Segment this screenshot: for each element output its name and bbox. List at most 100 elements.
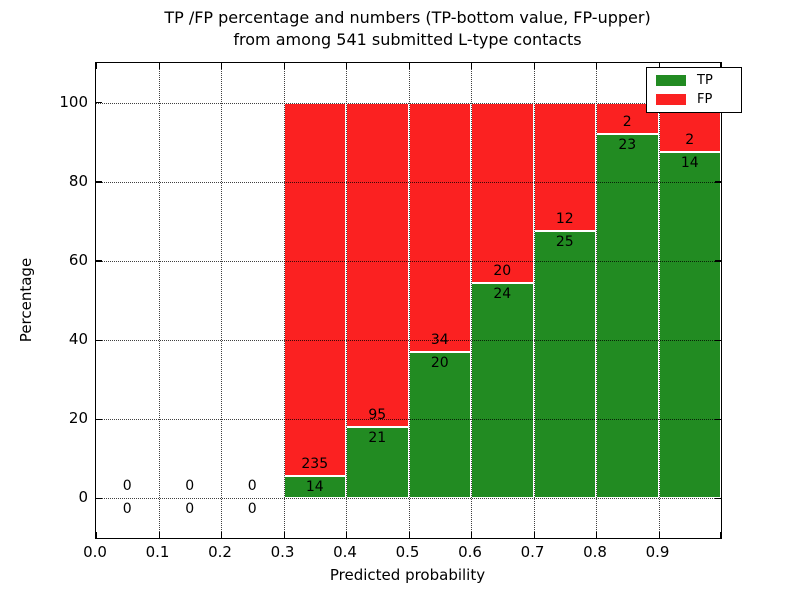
grid-line-x <box>158 63 160 538</box>
x-tick-mark-bottom <box>533 532 535 538</box>
bar-count-label-fp: 0 <box>247 478 257 495</box>
x-tick-label: 0.9 <box>645 543 670 561</box>
y-tick-mark-left <box>96 102 102 104</box>
x-tick-mark-bottom <box>283 532 285 538</box>
x-axis-label: Predicted probability <box>329 566 486 584</box>
bar-count-label-fp: 12 <box>555 210 574 227</box>
y-tick-mark-right <box>715 260 721 262</box>
y-tick-label: 40 <box>68 330 88 349</box>
legend: TP FP <box>646 67 742 113</box>
bar-segment-tp <box>471 282 534 499</box>
grid-line-x <box>221 63 222 538</box>
y-tick-mark-right <box>715 497 721 500</box>
x-tick-mark-bottom <box>408 532 410 538</box>
y-tick-label: 20 <box>68 409 88 428</box>
y-tick-mark-right <box>715 418 721 421</box>
x-tick-label: 0.3 <box>270 543 295 561</box>
bar-count-label-tp: 20 <box>430 354 449 371</box>
bar-count-label-fp: 2 <box>685 132 695 149</box>
bar-count-label-fp: 34 <box>430 331 449 348</box>
x-tick-mark-top <box>658 63 660 69</box>
bar-segment-fp <box>471 102 534 283</box>
y-tick-label: 100 <box>59 92 88 111</box>
x-tick-mark-top <box>96 63 98 69</box>
y-tick-mark-left <box>96 418 102 421</box>
bar-count-label-tp: 25 <box>555 233 574 250</box>
bar-segment-fp <box>533 102 596 231</box>
x-tick-label: 0.2 <box>208 543 232 561</box>
y-tick-mark-left <box>96 497 102 500</box>
x-tick-mark-bottom <box>346 532 348 538</box>
legend-label: TP <box>697 73 713 88</box>
x-tick-mark-top <box>471 63 473 69</box>
x-tick-mark-bottom <box>471 532 473 538</box>
x-tick-mark-top <box>408 63 410 69</box>
bar-count-label-tp: 24 <box>493 285 512 302</box>
x-tick-mark-bottom <box>719 532 721 538</box>
x-tick-label: 0.4 <box>333 543 357 561</box>
chart-title-line1: TP /FP percentage and numbers (TP-bottom… <box>164 8 651 27</box>
x-tick-mark-top <box>533 63 535 69</box>
legend-swatch-tp <box>656 75 686 86</box>
bar-count-label-tp: 0 <box>122 501 132 518</box>
bar-count-label-tp: 0 <box>185 501 195 518</box>
bar-count-label-tp: 0 <box>247 501 257 518</box>
y-tick-label: 0 <box>78 488 88 507</box>
x-tick-mark-top <box>221 63 223 69</box>
bar-segment-tp <box>408 351 471 499</box>
y-tick-mark-left <box>96 260 102 262</box>
x-tick-mark-top <box>719 63 721 69</box>
y-tick-mark-left <box>96 181 102 183</box>
grid-line-x <box>408 63 410 538</box>
x-tick-mark-bottom <box>158 532 160 538</box>
grid-line-x <box>596 63 597 538</box>
bar-count-label-tp: 23 <box>618 137 637 154</box>
grid-line-x <box>346 63 347 538</box>
legend-item: TP <box>656 73 741 88</box>
x-tick-label: 0.1 <box>145 543 170 561</box>
plot-area: 0 0 0 0 0 0 235 14 95 21 34 20 20 24 12 25 2 23 2 14 <box>95 62 722 539</box>
x-tick-label: 0.0 <box>83 543 107 561</box>
grid-line-x <box>471 63 472 538</box>
bar-count-label-fp: 2 <box>622 114 632 131</box>
grid-line-x <box>533 63 535 538</box>
bar-count-label-fp: 20 <box>493 262 512 279</box>
x-tick-mark-top <box>596 63 598 69</box>
bar-segment-fp <box>408 102 471 352</box>
bar-count-label-tp: 14 <box>680 155 699 172</box>
bar-segment-fp <box>346 102 409 427</box>
grid-line-x <box>283 63 285 538</box>
bar-segment-tp <box>658 152 721 499</box>
y-tick-mark-right <box>715 339 721 341</box>
bar-count-label-fp: 0 <box>185 478 195 495</box>
x-tick-label: 0.7 <box>520 543 545 561</box>
x-tick-mark-bottom <box>221 532 223 538</box>
y-tick-mark-right <box>715 181 721 183</box>
bar-segment-tp <box>596 134 659 499</box>
bar-count-label-fp: 0 <box>122 478 132 495</box>
legend-label: FP <box>697 92 713 107</box>
bar-segment-tp <box>533 230 596 499</box>
bar-count-label-fp: 235 <box>301 456 329 473</box>
x-tick-mark-top <box>283 63 285 69</box>
x-tick-mark-bottom <box>596 532 598 538</box>
grid-line-x <box>658 63 660 538</box>
x-tick-mark-bottom <box>658 532 660 538</box>
x-tick-mark-top <box>158 63 160 69</box>
bar-count-label-tp: 21 <box>368 429 387 446</box>
x-tick-label: 0.5 <box>395 543 420 561</box>
legend-item: FP <box>656 92 741 107</box>
y-tick-label: 60 <box>68 250 88 269</box>
bar-segment-tp <box>346 426 409 499</box>
y-tick-label: 80 <box>68 171 88 190</box>
y-tick-mark-left <box>96 339 102 341</box>
x-tick-label: 0.8 <box>583 543 607 561</box>
bar-segment-fp <box>283 102 346 477</box>
bar-count-label-fp: 95 <box>368 406 387 423</box>
x-tick-mark-top <box>346 63 348 69</box>
x-tick-mark-bottom <box>96 532 98 538</box>
bar-count-label-tp: 14 <box>305 479 324 496</box>
legend-swatch-fp <box>656 94 686 105</box>
chart-title-line2: from among 541 submitted L-type contacts <box>233 30 582 49</box>
